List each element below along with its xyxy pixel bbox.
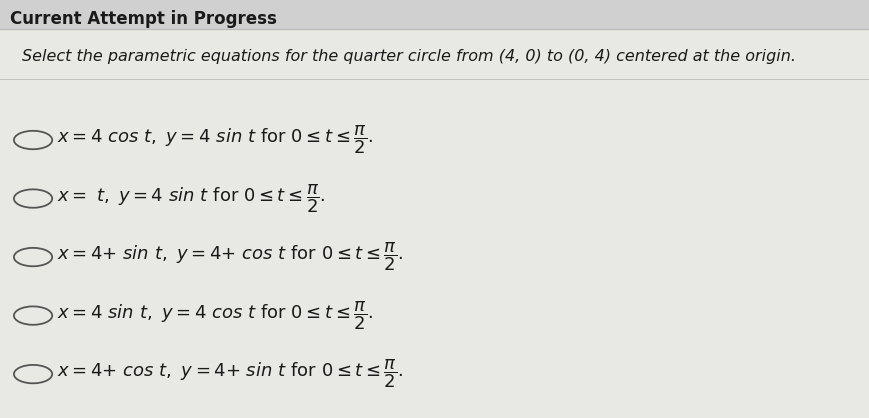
Text: $\mathit{x} =\ \mathit{t},\ \mathit{y} = 4\ \mathit{sin}\ \mathit{t}\ \mathrm{fo: $\mathit{x} =\ \mathit{t},\ \mathit{y} =…	[56, 182, 325, 215]
Text: Select the parametric equations for the quarter circle from (4, 0) to (0, 4) cen: Select the parametric equations for the …	[22, 49, 795, 64]
Text: $\mathit{x} = 4{+}\ \mathit{sin}\ \mathit{t},\ \mathit{y} = 4{+}\ \mathit{cos}\ : $\mathit{x} = 4{+}\ \mathit{sin}\ \mathi…	[56, 241, 402, 273]
Bar	[0, 0, 869, 29]
Text: $\mathit{x} = 4\ \mathit{sin}\ \mathit{t},\ \mathit{y} = 4\ \mathit{cos}\ \mathi: $\mathit{x} = 4\ \mathit{sin}\ \mathit{t…	[56, 299, 372, 332]
Text: Current Attempt in Progress: Current Attempt in Progress	[10, 10, 277, 28]
Text: $\mathit{x} = 4{+}\ \mathit{cos}\ \mathit{t},\ \mathit{y} = 4{+}\ \mathit{sin}\ : $\mathit{x} = 4{+}\ \mathit{cos}\ \mathi…	[56, 358, 402, 390]
Text: $\mathit{x} = 4\ \mathit{cos}\ \mathit{t},\ \mathit{y} = 4\ \mathit{sin}\ \mathi: $\mathit{x} = 4\ \mathit{cos}\ \mathit{t…	[56, 124, 372, 156]
